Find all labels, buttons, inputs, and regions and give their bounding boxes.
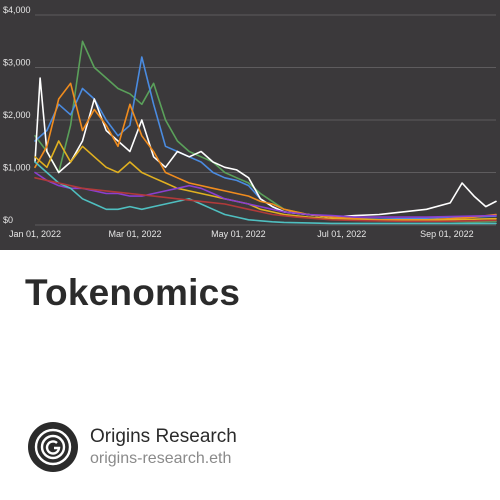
price-chart-svg: $0 $1,000 $2,000 $3,000 $4,000 Jan 01, 2022 M… (3, 5, 497, 239)
series-line-1 (34, 40, 497, 223)
x-tick-label: Sep 01, 2022 (420, 229, 474, 239)
gridlines (35, 14, 496, 226)
series-line-2 (34, 56, 497, 220)
series-line-4 (34, 82, 497, 221)
author-card[interactable]: Origins Research origins-research.eth (28, 421, 328, 473)
x-tick-label: May 01, 2022 (211, 229, 266, 239)
y-tick-label: $3,000 (3, 58, 31, 68)
author-name[interactable]: Origins Research (90, 425, 237, 447)
series-line-8 (34, 177, 497, 223)
series-line-6 (34, 171, 497, 218)
y-axis-ticks: $0 $1,000 $2,000 $3,000 $4,000 (3, 5, 31, 225)
y-tick-label: $4,000 (3, 5, 31, 15)
x-tick-label: Mar 01, 2022 (108, 229, 161, 239)
y-tick-label: $1,000 (3, 163, 31, 173)
author-handle[interactable]: origins-research.eth (90, 449, 232, 467)
post-title: Tokenomics (25, 272, 241, 313)
x-tick-label: Jul 01, 2022 (317, 229, 366, 239)
x-tick-label: Jan 01, 2022 (9, 229, 61, 239)
origins-logo-icon (28, 422, 78, 472)
series-lines (34, 40, 497, 225)
y-tick-label: $2,000 (3, 110, 31, 120)
y-tick-label: $0 (3, 215, 13, 225)
price-chart: $0 $1,000 $2,000 $3,000 $4,000 Jan 01, 2022 M… (0, 0, 500, 250)
x-axis-ticks: Jan 01, 2022 Mar 01, 2022 May 01, 2022 Jul … (9, 229, 474, 239)
series-line-7 (34, 161, 497, 225)
